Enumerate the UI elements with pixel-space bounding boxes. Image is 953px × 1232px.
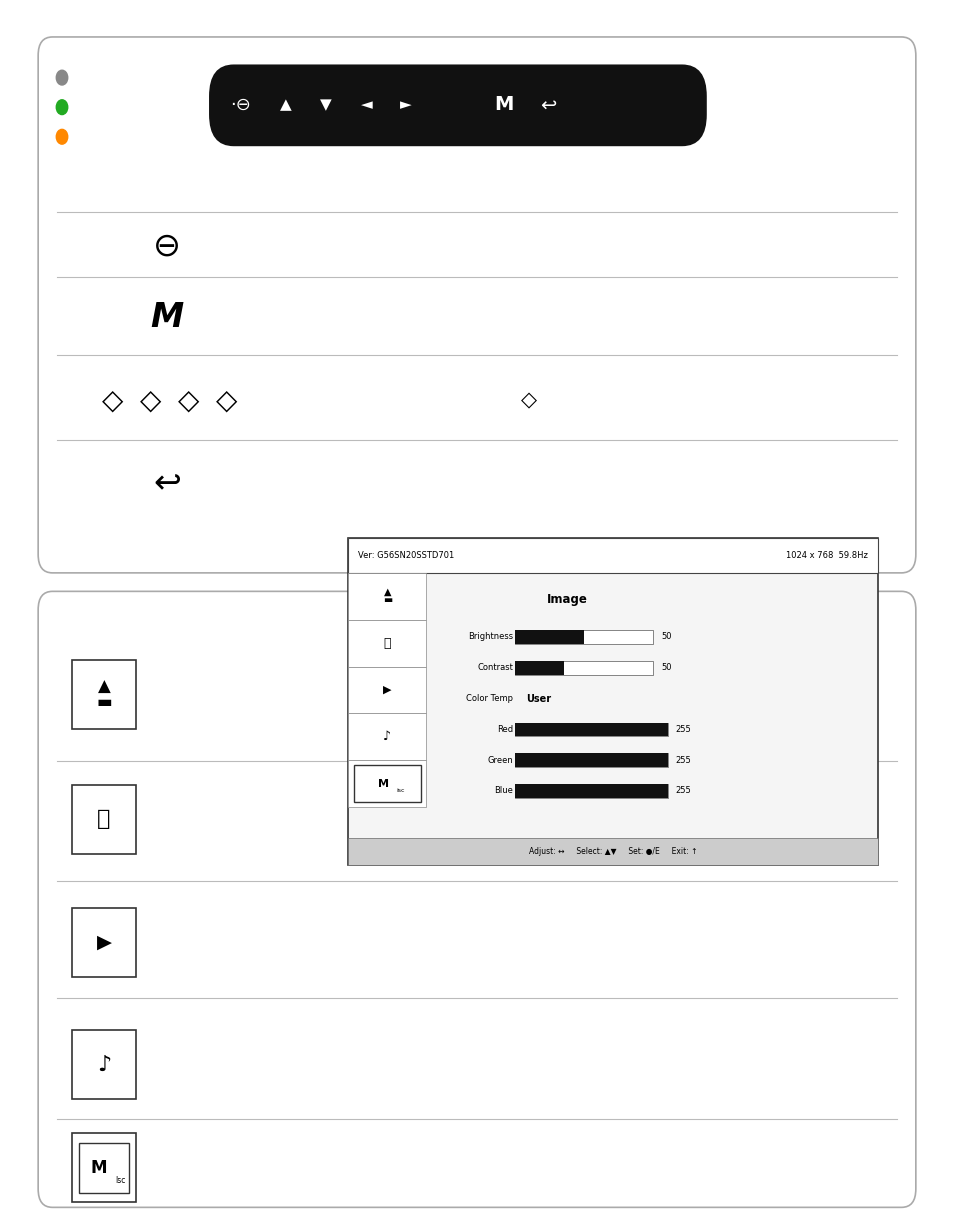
Bar: [515, 754, 667, 768]
Bar: [515, 722, 667, 737]
Text: User: User: [526, 694, 551, 703]
Text: ◇: ◇: [140, 387, 161, 414]
Text: 255: 255: [675, 786, 691, 796]
Text: Green: Green: [487, 755, 513, 765]
FancyBboxPatch shape: [38, 591, 915, 1207]
Bar: [515, 754, 667, 768]
Bar: [71, 908, 136, 977]
Text: ♪: ♪: [383, 731, 391, 743]
Text: Ver: G56SN20SSTD701: Ver: G56SN20SSTD701: [357, 551, 454, 561]
Bar: [348, 838, 877, 865]
Bar: [515, 785, 667, 798]
FancyBboxPatch shape: [38, 37, 915, 573]
Text: ▲
▬: ▲ ▬: [382, 588, 392, 605]
Text: Color Temp: Color Temp: [466, 694, 513, 703]
Text: ◇: ◇: [102, 387, 123, 414]
Text: M: M: [377, 779, 389, 788]
Text: M: M: [494, 95, 513, 115]
Text: Brightness: Brightness: [468, 632, 513, 642]
Bar: [354, 765, 420, 802]
Text: Red: Red: [497, 724, 513, 734]
Bar: [515, 722, 667, 737]
Bar: [515, 785, 667, 798]
Bar: [348, 713, 426, 760]
Text: ◇: ◇: [520, 391, 536, 410]
Text: ◄: ◄: [361, 97, 373, 112]
Text: ↩: ↩: [539, 95, 557, 115]
Text: Isc: Isc: [115, 1175, 126, 1185]
Text: ↩: ↩: [152, 468, 181, 500]
Bar: [348, 620, 426, 667]
Text: ►: ►: [399, 97, 411, 112]
Circle shape: [56, 129, 68, 144]
Bar: [71, 1030, 136, 1099]
Text: M: M: [91, 1159, 108, 1177]
Bar: [71, 1133, 136, 1202]
Text: 1024 x 768  59.8Hz: 1024 x 768 59.8Hz: [785, 551, 867, 561]
Text: M: M: [151, 302, 183, 334]
Bar: [515, 631, 653, 644]
Bar: [79, 1143, 129, 1193]
Text: Image: Image: [547, 594, 587, 606]
Text: ◇: ◇: [178, 387, 199, 414]
Bar: [348, 538, 877, 865]
Text: isc: isc: [396, 788, 405, 793]
Text: 50: 50: [660, 663, 671, 673]
Text: ⤢: ⤢: [383, 637, 391, 649]
Text: ▶: ▶: [383, 685, 391, 695]
Bar: [71, 785, 136, 854]
Text: ♪: ♪: [97, 1055, 111, 1074]
FancyBboxPatch shape: [210, 65, 705, 145]
Bar: [348, 667, 426, 713]
Text: 50: 50: [660, 632, 671, 642]
Text: ◇: ◇: [216, 387, 237, 414]
Text: ▼: ▼: [320, 97, 332, 112]
Text: ▲
▬: ▲ ▬: [96, 679, 112, 711]
Text: ⤢: ⤢: [97, 809, 111, 829]
Text: ·⊖: ·⊖: [230, 96, 251, 113]
Bar: [348, 538, 877, 573]
Circle shape: [56, 100, 68, 115]
Bar: [515, 631, 583, 644]
Text: Contrast: Contrast: [476, 663, 513, 673]
Text: 255: 255: [675, 755, 691, 765]
Bar: [348, 573, 426, 620]
Text: Adjust: ↔     Select: ▲▼     Set: ●/E     Exit: ↑: Adjust: ↔ Select: ▲▼ Set: ●/E Exit: ↑: [528, 846, 697, 856]
Bar: [515, 662, 563, 675]
Circle shape: [56, 70, 68, 85]
Text: ▲: ▲: [280, 97, 292, 112]
Bar: [71, 660, 136, 729]
Bar: [348, 760, 426, 807]
Text: Blue: Blue: [494, 786, 513, 796]
Text: ⊖: ⊖: [152, 230, 181, 262]
Bar: [515, 662, 653, 675]
Text: 255: 255: [675, 724, 691, 734]
Text: ▶: ▶: [96, 933, 112, 952]
